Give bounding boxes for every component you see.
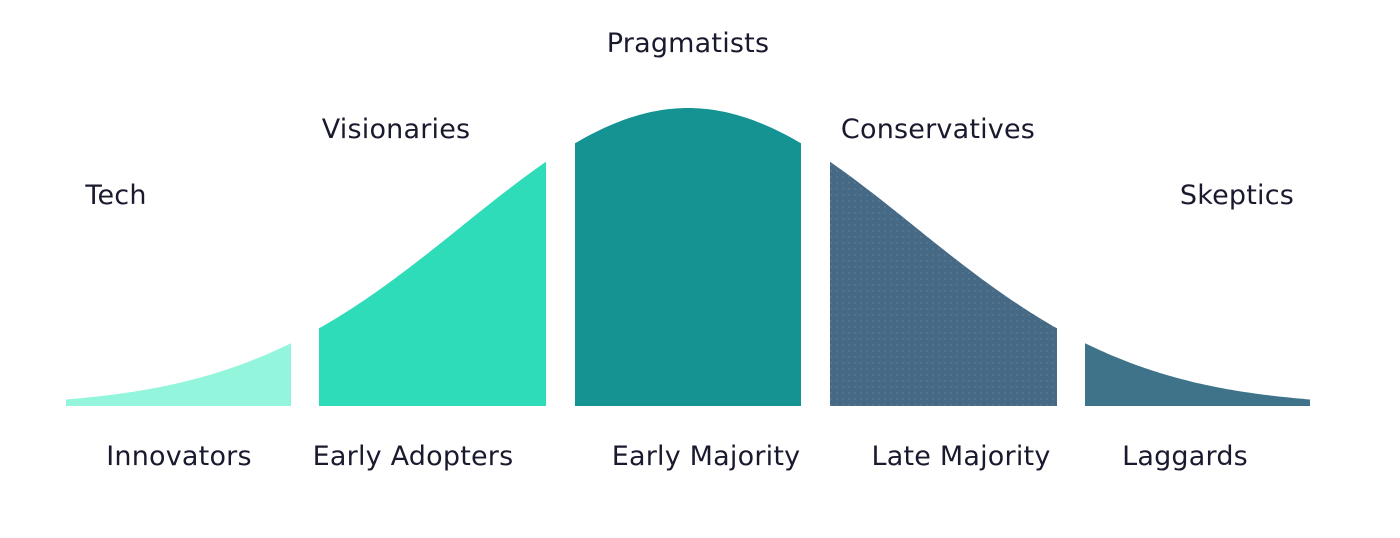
group-label-laggards: Laggards (1122, 441, 1248, 472)
segment-late-majority-texture (830, 161, 1057, 406)
persona-label-pragmatists: Pragmatists (606, 28, 770, 59)
segment-early-adopters (319, 161, 546, 406)
group-label-early-majority: Early Majority (611, 441, 801, 472)
segment-innovators (66, 343, 291, 406)
group-label-innovators: Innovators (106, 441, 252, 472)
segment-early-majority (575, 108, 801, 406)
persona-label-skeptics: Skeptics (1179, 180, 1295, 211)
persona-label-conservatives: Conservatives (840, 114, 1036, 145)
persona-label-visionaries: Visionaries (321, 114, 471, 145)
segment-laggards (1085, 343, 1310, 406)
group-label-late-majority: Late Majority (871, 441, 1051, 472)
group-label-early-adopters: Early Adopters (312, 441, 514, 472)
persona-label-tech: Tech (85, 180, 147, 211)
